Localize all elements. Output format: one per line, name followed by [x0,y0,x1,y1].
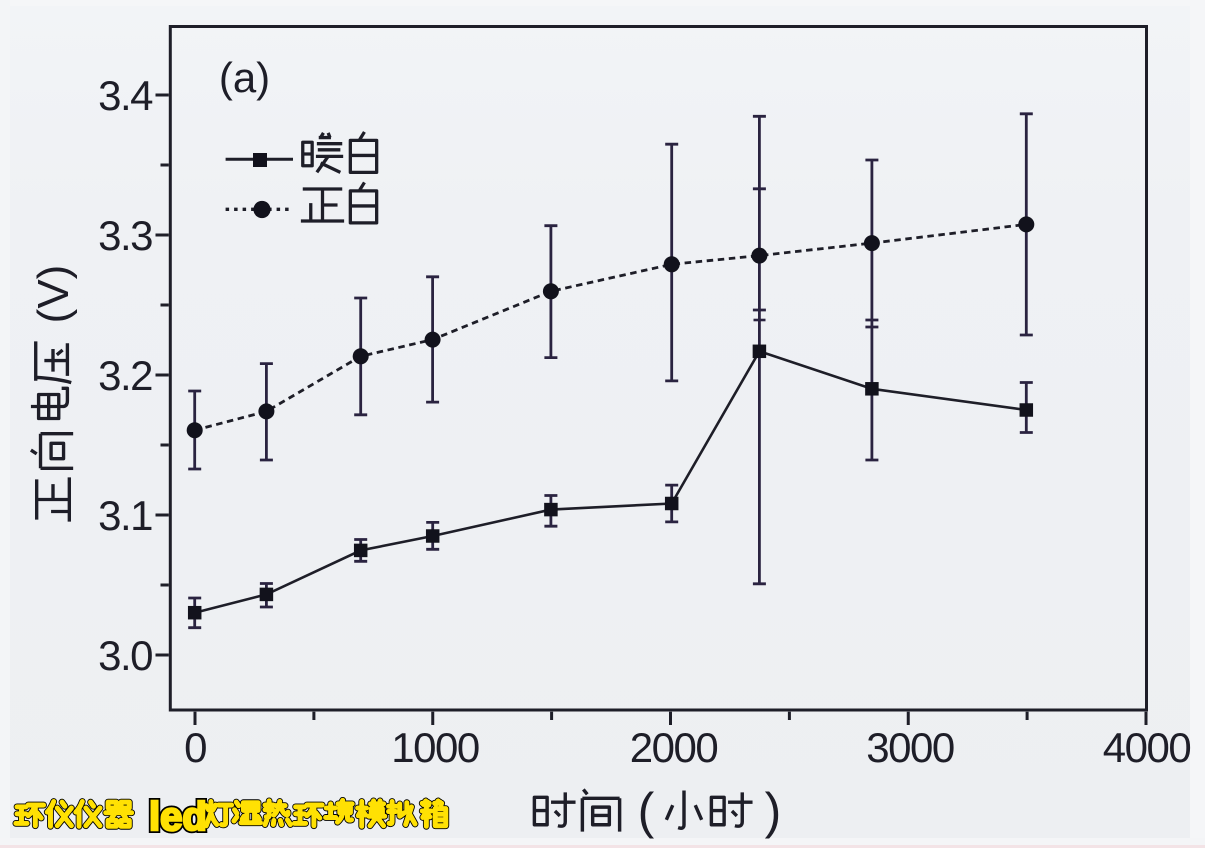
svg-text:led: led [149,795,207,839]
svg-text:3000: 3000 [866,724,954,771]
svg-text:3.0: 3.0 [98,632,152,679]
svg-text:3.3: 3.3 [98,212,152,259]
svg-text:4000: 4000 [1103,724,1191,771]
svg-text:(a): (a) [219,54,270,101]
svg-text:2000: 2000 [630,724,718,771]
svg-text:(: ( [638,783,655,839]
svg-text:3.2: 3.2 [98,352,152,399]
svg-text:(V): (V) [29,265,78,324]
svg-text:led: led [149,795,207,839]
svg-text:1000: 1000 [391,724,479,771]
svg-text:0: 0 [184,724,206,771]
svg-text:): ) [765,783,782,839]
svg-text:3.4: 3.4 [98,72,153,119]
svg-text:3.1: 3.1 [98,492,152,539]
